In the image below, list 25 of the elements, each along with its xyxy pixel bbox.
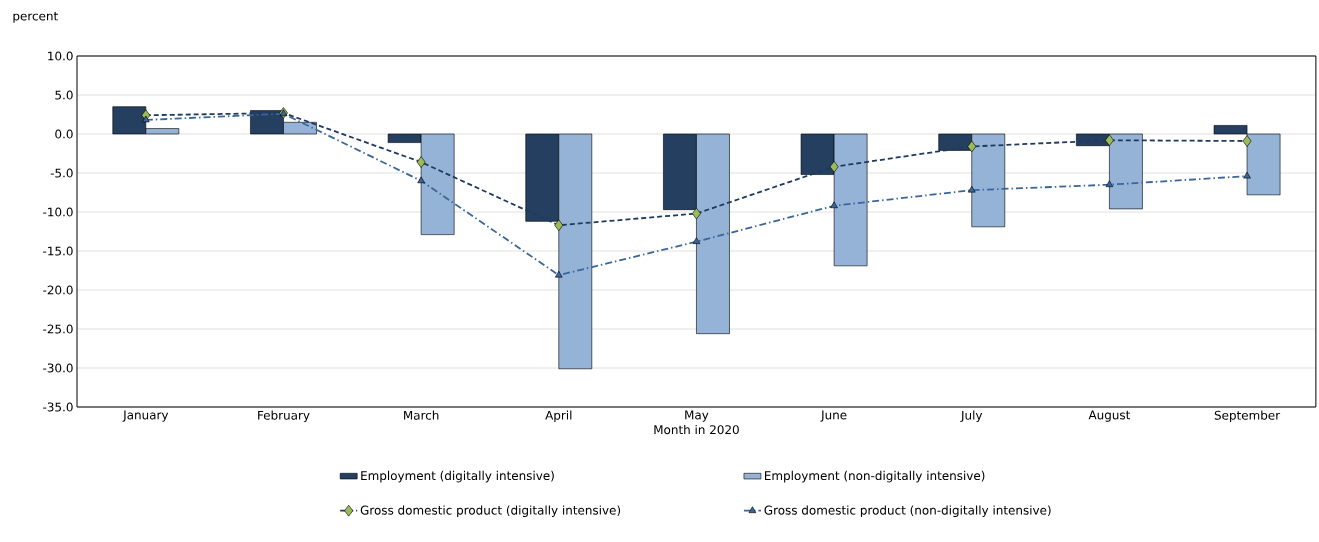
y-tick-label: -30.0 <box>43 363 73 373</box>
y-tick-label: -15.0 <box>43 246 73 256</box>
y-tick-label: -10.0 <box>43 207 73 217</box>
y-tick-label: -25.0 <box>43 324 73 334</box>
x-tick-label: September <box>1214 410 1281 423</box>
y-tick-label: 10.0 <box>48 51 73 61</box>
legend-label: Gross domestic product (digitally intensive) <box>360 505 621 517</box>
legend-label: Employment (non-digitally intensive) <box>765 470 985 483</box>
y-tick-label: 5.0 <box>55 90 73 100</box>
x-tick-label: February <box>258 410 310 423</box>
y-tick-label: -35.0 <box>43 402 73 412</box>
y-tick-label: -20.0 <box>43 285 73 295</box>
y-tick-label: 0.0 <box>55 129 73 139</box>
x-tick-label: June <box>820 410 847 422</box>
x-tick-label: January <box>122 410 169 422</box>
x-tick-label: August <box>1088 410 1131 422</box>
y-axis-title: percent <box>13 11 58 23</box>
legend-label: Gross domestic product (non-digitally intensive) <box>764 505 1051 517</box>
x-tick-label: April <box>545 410 572 423</box>
legend-label: Employment (digitally intensive) <box>361 470 554 483</box>
x-tick-label: July <box>960 410 983 423</box>
x-axis-title: Month in 2020 <box>654 424 739 435</box>
x-tick-label: May <box>685 410 709 422</box>
x-tick-label: March <box>404 410 439 420</box>
y-tick-label: -5.0 <box>50 168 73 178</box>
